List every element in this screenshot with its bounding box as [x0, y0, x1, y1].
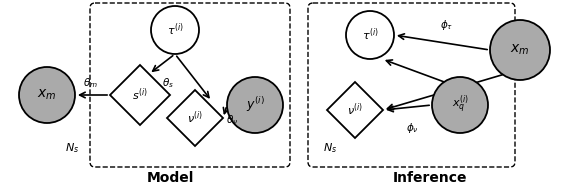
Text: $x_m$: $x_m$ — [510, 43, 530, 57]
Text: $y^{(i)}$: $y^{(i)}$ — [246, 96, 264, 114]
Text: $\phi_\tau$: $\phi_\tau$ — [441, 18, 454, 32]
Circle shape — [490, 20, 550, 80]
Circle shape — [346, 11, 394, 59]
Text: Inference: Inference — [393, 171, 467, 185]
Text: $s^{(i)}$: $s^{(i)}$ — [132, 87, 148, 103]
Text: $\theta_s$: $\theta_s$ — [162, 76, 174, 90]
Text: $\phi_\nu$: $\phi_\nu$ — [406, 121, 418, 135]
Text: $\nu^{(i)}$: $\nu^{(i)}$ — [187, 110, 203, 126]
Text: $\nu^{(i)}$: $\nu^{(i)}$ — [347, 102, 363, 118]
Circle shape — [19, 67, 75, 123]
Polygon shape — [110, 65, 170, 125]
Polygon shape — [167, 90, 223, 146]
Text: $N_s$: $N_s$ — [323, 141, 337, 155]
Text: $\tau^{(i)}$: $\tau^{(i)}$ — [166, 22, 183, 38]
Circle shape — [432, 77, 488, 133]
Text: $\theta_m$: $\theta_m$ — [83, 76, 97, 90]
Polygon shape — [327, 82, 383, 138]
Text: $\theta_\nu$: $\theta_\nu$ — [226, 113, 238, 127]
Text: $x_m$: $x_m$ — [37, 88, 57, 102]
Circle shape — [151, 6, 199, 54]
Text: $\tau^{(i)}$: $\tau^{(i)}$ — [361, 27, 378, 43]
Text: $N_s$: $N_s$ — [65, 141, 79, 155]
Text: Model: Model — [146, 171, 194, 185]
Circle shape — [227, 77, 283, 133]
Text: $x_q^{(i)}$: $x_q^{(i)}$ — [451, 94, 469, 116]
